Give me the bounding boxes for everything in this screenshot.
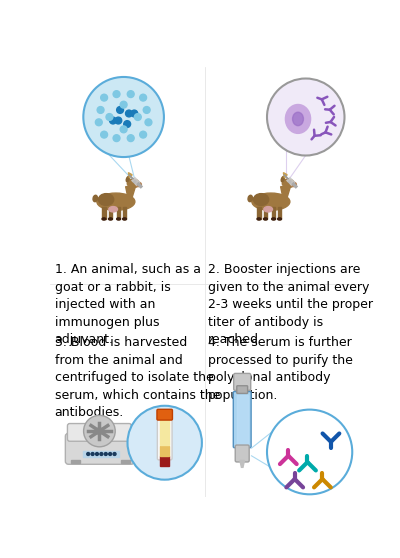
Ellipse shape xyxy=(127,179,139,187)
Circle shape xyxy=(126,110,132,117)
FancyBboxPatch shape xyxy=(157,410,172,420)
Ellipse shape xyxy=(264,218,267,220)
FancyBboxPatch shape xyxy=(237,386,248,393)
Circle shape xyxy=(289,181,291,183)
Polygon shape xyxy=(128,172,132,178)
Text: 2. Booster injections are
given to the animal every
2-3 weeks until the proper
t: 2. Booster injections are given to the a… xyxy=(208,263,373,347)
FancyBboxPatch shape xyxy=(68,424,131,441)
Ellipse shape xyxy=(264,206,272,212)
Circle shape xyxy=(267,410,352,494)
Circle shape xyxy=(115,117,122,124)
Polygon shape xyxy=(126,186,136,198)
Circle shape xyxy=(96,428,103,434)
Ellipse shape xyxy=(281,176,284,182)
Circle shape xyxy=(124,121,130,127)
Ellipse shape xyxy=(93,195,98,201)
Circle shape xyxy=(104,453,107,455)
FancyBboxPatch shape xyxy=(233,392,251,448)
Circle shape xyxy=(127,91,134,98)
Circle shape xyxy=(100,453,103,455)
Circle shape xyxy=(106,114,113,121)
Ellipse shape xyxy=(252,193,290,210)
Ellipse shape xyxy=(117,218,120,220)
Text: 4. The serum is further
processed to purify the
polyclonal antibody
population.: 4. The serum is further processed to pur… xyxy=(208,336,353,402)
Circle shape xyxy=(127,134,134,142)
Ellipse shape xyxy=(136,182,141,186)
Circle shape xyxy=(101,131,108,138)
Ellipse shape xyxy=(98,194,114,205)
Bar xyxy=(117,207,120,219)
Circle shape xyxy=(91,453,94,455)
Bar xyxy=(160,446,169,456)
Ellipse shape xyxy=(291,182,296,186)
Circle shape xyxy=(113,134,120,142)
Polygon shape xyxy=(281,186,290,198)
Ellipse shape xyxy=(282,179,294,187)
Circle shape xyxy=(84,415,115,447)
Circle shape xyxy=(110,117,116,124)
Circle shape xyxy=(87,453,90,455)
Bar xyxy=(121,460,130,463)
Ellipse shape xyxy=(286,104,310,133)
Bar xyxy=(272,207,275,219)
Text: 1. An animal, such as a
goat or a rabbit, is
injected with an
immunogen plus
adj: 1. An animal, such as a goat or a rabbit… xyxy=(55,263,201,347)
Ellipse shape xyxy=(254,194,269,205)
Bar xyxy=(109,207,112,219)
Bar xyxy=(102,207,106,219)
Ellipse shape xyxy=(109,206,118,212)
Text: 3. Blood is harvested
from the animal and
centrifuged to isolate the
serum, whic: 3. Blood is harvested from the animal an… xyxy=(55,336,220,420)
Circle shape xyxy=(109,453,112,455)
Circle shape xyxy=(120,101,127,108)
Bar xyxy=(278,207,281,219)
Circle shape xyxy=(120,126,127,133)
Circle shape xyxy=(143,107,150,113)
Ellipse shape xyxy=(248,195,252,201)
FancyBboxPatch shape xyxy=(234,373,251,391)
Ellipse shape xyxy=(257,218,261,220)
Bar xyxy=(237,395,248,444)
Ellipse shape xyxy=(102,218,106,220)
Circle shape xyxy=(117,107,124,113)
Polygon shape xyxy=(240,460,244,468)
Ellipse shape xyxy=(97,193,135,210)
Bar xyxy=(160,456,169,466)
Bar xyxy=(257,207,260,219)
Circle shape xyxy=(96,453,98,455)
Ellipse shape xyxy=(108,218,112,220)
Ellipse shape xyxy=(272,218,276,220)
Circle shape xyxy=(113,91,120,98)
Circle shape xyxy=(140,131,146,138)
Bar xyxy=(83,451,119,456)
Bar xyxy=(123,207,126,219)
Ellipse shape xyxy=(123,218,126,220)
Ellipse shape xyxy=(292,112,304,126)
Circle shape xyxy=(101,94,108,101)
Circle shape xyxy=(131,110,138,117)
FancyBboxPatch shape xyxy=(157,417,172,460)
Bar xyxy=(71,460,80,463)
Bar xyxy=(160,420,169,445)
Ellipse shape xyxy=(278,218,282,220)
FancyBboxPatch shape xyxy=(235,445,249,462)
Ellipse shape xyxy=(126,176,129,182)
Bar xyxy=(264,207,267,219)
Circle shape xyxy=(83,77,164,157)
Circle shape xyxy=(95,119,102,126)
Circle shape xyxy=(134,114,141,121)
Circle shape xyxy=(140,94,146,101)
FancyBboxPatch shape xyxy=(65,433,134,464)
Circle shape xyxy=(267,79,344,156)
Polygon shape xyxy=(283,172,287,178)
Circle shape xyxy=(145,119,152,126)
Circle shape xyxy=(97,107,104,113)
Circle shape xyxy=(128,406,202,480)
Circle shape xyxy=(113,453,116,455)
Circle shape xyxy=(134,181,136,183)
